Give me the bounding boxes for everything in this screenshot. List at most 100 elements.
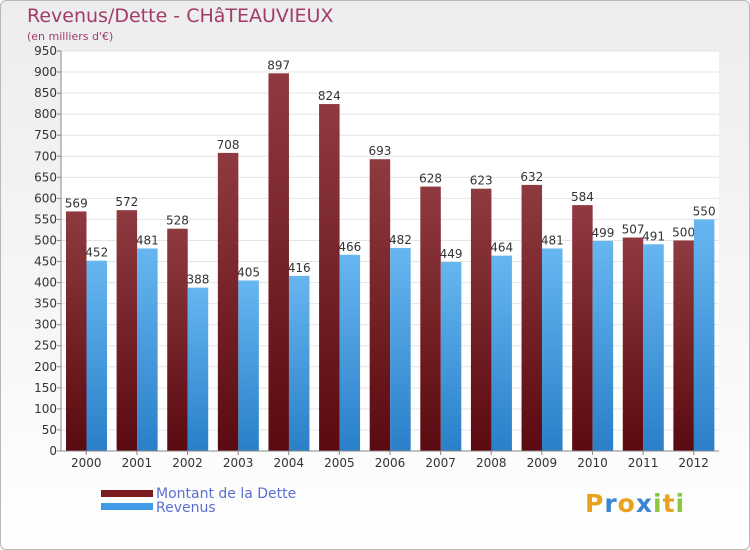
data-label: 632 xyxy=(520,170,543,184)
logo-letter: o xyxy=(617,489,636,518)
data-label: 897 xyxy=(267,58,290,72)
data-label: 449 xyxy=(440,247,463,261)
logo-letter: r xyxy=(604,489,618,518)
y-tick-label: 650 xyxy=(34,170,57,184)
legend-swatch-revenus xyxy=(101,503,153,510)
data-label: 507 xyxy=(622,223,645,237)
chart-title: Revenus/Dette - CHâTEAUVIEUX xyxy=(27,5,334,27)
logo-letter: i xyxy=(675,489,686,518)
proxiti-logo: Proxiti xyxy=(585,489,685,518)
data-label: 528 xyxy=(166,214,189,228)
bar-dette xyxy=(217,152,239,452)
y-tick-label: 750 xyxy=(34,128,57,142)
y-tick-label: 800 xyxy=(34,107,57,121)
bar-dette xyxy=(622,237,644,451)
x-tick-label: 2004 xyxy=(273,456,304,470)
bar-dette xyxy=(268,73,289,451)
y-tick-label: 450 xyxy=(34,255,57,269)
x-tick-label: 2001 xyxy=(122,456,153,470)
y-tick-label: 850 xyxy=(34,86,57,100)
y-tick-label: 50 xyxy=(42,423,57,437)
x-tick-label: 2000 xyxy=(71,456,102,470)
x-tick-label: 2005 xyxy=(324,456,355,470)
bar-dette xyxy=(66,211,87,451)
x-tick-label: 2007 xyxy=(425,456,456,470)
y-tick-label: 150 xyxy=(34,381,57,395)
bar-dette xyxy=(521,184,543,452)
x-tick-label: 2011 xyxy=(628,456,659,470)
data-label: 623 xyxy=(470,174,493,188)
data-label: 452 xyxy=(85,246,108,260)
bar-revenus xyxy=(288,275,310,451)
data-label: 569 xyxy=(65,196,88,210)
bar-revenus xyxy=(643,244,664,451)
x-tick-label: 2002 xyxy=(172,456,203,470)
bar-dette xyxy=(572,205,593,451)
y-tick-label: 0 xyxy=(49,444,57,458)
bar-dette xyxy=(470,188,492,451)
x-tick-label: 2008 xyxy=(476,456,507,470)
bar-revenus xyxy=(187,287,209,451)
data-label: 464 xyxy=(490,241,513,255)
bar-revenus xyxy=(390,248,411,451)
bar-dette xyxy=(116,210,138,451)
bar-dette xyxy=(673,240,694,451)
logo-letter: P xyxy=(585,489,605,518)
legend-swatch-dette xyxy=(101,490,153,497)
y-tick-label: 950 xyxy=(34,44,57,58)
bar-dette xyxy=(319,104,340,451)
y-tick-label: 500 xyxy=(34,233,57,247)
bar-revenus xyxy=(592,240,614,451)
bar-revenus xyxy=(693,219,715,451)
data-label: 693 xyxy=(368,144,391,158)
data-label: 481 xyxy=(541,233,564,247)
data-label: 584 xyxy=(571,190,594,204)
bar-dette xyxy=(369,159,391,452)
y-tick-label: 600 xyxy=(34,191,57,205)
bar-revenus xyxy=(491,255,512,451)
data-label: 388 xyxy=(187,273,210,287)
data-label: 416 xyxy=(288,261,311,275)
x-tick-label: 2009 xyxy=(527,456,558,470)
bar-revenus xyxy=(137,248,158,451)
data-label: 482 xyxy=(389,233,412,247)
data-label: 499 xyxy=(591,226,614,240)
x-tick-label: 2010 xyxy=(577,456,608,470)
y-tick-label: 200 xyxy=(34,360,57,374)
data-label: 481 xyxy=(136,233,159,247)
data-label: 572 xyxy=(115,195,138,209)
y-tick-label: 700 xyxy=(34,149,57,163)
logo-letter: x xyxy=(635,489,653,518)
y-tick-label: 550 xyxy=(34,212,57,226)
data-label: 405 xyxy=(237,265,260,279)
data-label: 491 xyxy=(642,229,665,243)
bar-revenus xyxy=(339,254,361,451)
data-label: 708 xyxy=(217,138,240,152)
y-tick-label: 350 xyxy=(34,297,57,311)
legend-label-revenus: Revenus xyxy=(156,500,216,516)
legend-label-dette: Montant de la Dette xyxy=(156,486,297,502)
bar-revenus xyxy=(86,260,107,451)
x-tick-label: 2006 xyxy=(375,456,406,470)
x-tick-label: 2012 xyxy=(678,456,709,470)
bar-revenus xyxy=(440,261,462,451)
bar-dette xyxy=(420,186,441,451)
data-label: 466 xyxy=(338,240,361,254)
y-tick-label: 300 xyxy=(34,318,57,332)
logo-letter: t xyxy=(662,489,676,518)
y-tick-label: 250 xyxy=(34,339,57,353)
data-label: 500 xyxy=(672,225,695,239)
data-label: 628 xyxy=(419,172,442,186)
bar-revenus xyxy=(238,280,259,451)
logo-letter: i xyxy=(653,489,663,518)
y-tick-label: 900 xyxy=(34,65,57,79)
data-label: 824 xyxy=(318,89,341,103)
data-label: 550 xyxy=(693,204,716,218)
bar-dette xyxy=(167,228,188,451)
x-tick-label: 2003 xyxy=(223,456,254,470)
bar-revenus xyxy=(542,248,563,451)
y-tick-label: 400 xyxy=(34,276,57,290)
chart-subtitle: (en milliers d'€) xyxy=(27,30,114,43)
